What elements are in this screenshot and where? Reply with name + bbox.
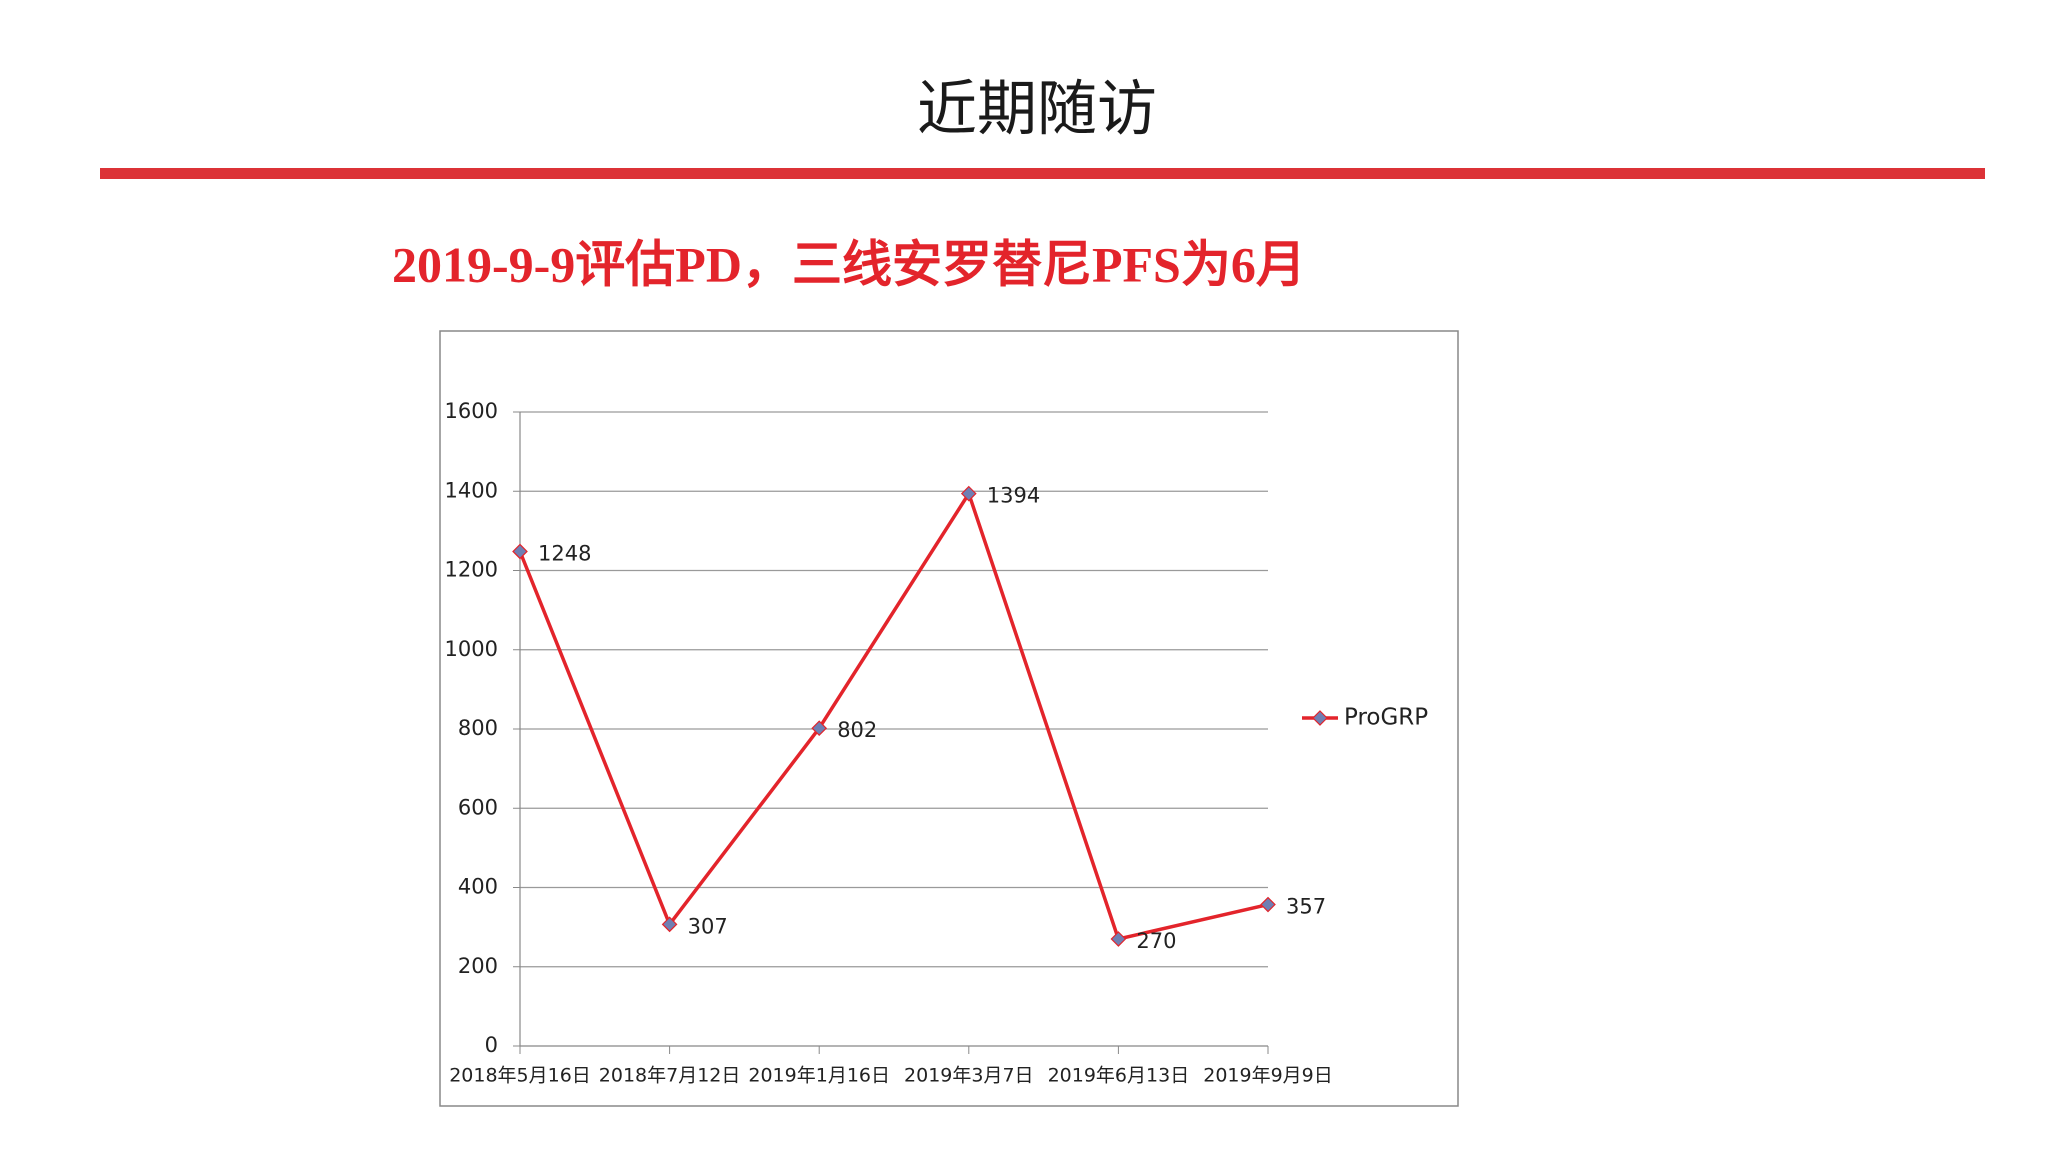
data-label: 1394 [987,484,1040,508]
x-tick-label: 2018年5月16日 [449,1065,591,1087]
subtitle: 2019-9-9评估PD，三线安罗替尼PFS为6月 [392,236,1306,292]
y-tick-label: 600 [458,795,498,819]
y-tick-label: 1000 [445,637,498,661]
series-line [518,491,1269,941]
y-tick-label: 200 [458,954,498,978]
y-tick-label: 0 [485,1033,498,1057]
y-tick-label: 1400 [445,478,498,502]
chart: 0 200 400 600 800 1000 1200 1400 1600 2018年5月16日 2… [445,399,1429,1087]
data-point [512,543,528,560]
x-tick-label: 2019年6月13日 [1048,1065,1190,1087]
page-title: 近期随访 [917,75,1157,145]
data-label: 357 [1286,895,1326,919]
title-rule [100,168,1985,179]
x-tick-label: 2019年9月9日 [1203,1065,1333,1087]
y-tick-label: 1600 [445,399,498,423]
x-tick-label: 2018年7月12日 [599,1065,741,1087]
x-tick-label: 2019年1月16日 [748,1065,890,1087]
data-label: 307 [688,914,728,938]
data-point [960,485,977,502]
y-tick-label: 400 [458,875,498,899]
data-point [1110,931,1127,947]
legend-marker [1312,710,1328,726]
data-label: 802 [837,718,877,742]
x-tick-label: 2019年3月7日 [904,1065,1034,1087]
data-point [811,720,828,737]
legend-label: ProGRP [1344,705,1428,731]
y-tick-label: 1200 [445,558,498,582]
data-point [1260,896,1276,913]
data-label: 270 [1136,929,1176,953]
data-label: 1248 [538,541,591,565]
data-point [661,916,678,933]
chart-frame [439,330,1459,1107]
y-tick-label: 800 [458,716,498,740]
